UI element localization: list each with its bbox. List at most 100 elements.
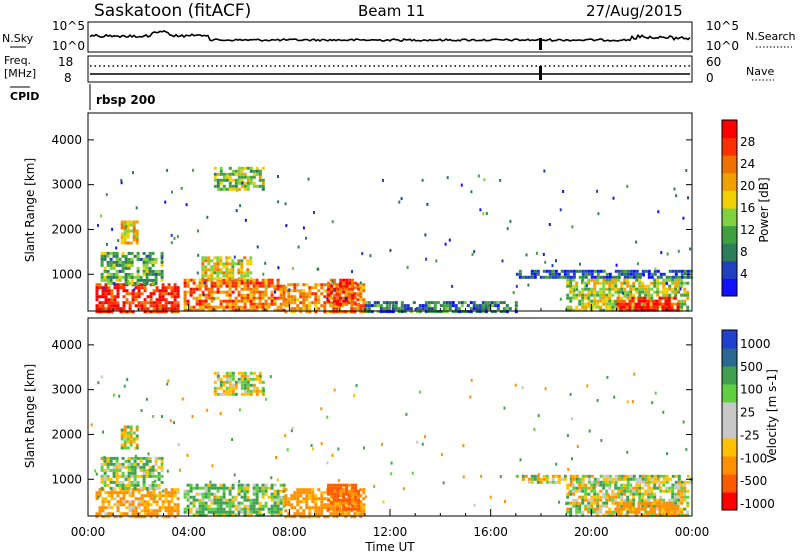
range-gate-cell <box>238 480 241 483</box>
range-gate-cell <box>596 501 600 505</box>
range-gate-cell <box>135 206 138 210</box>
range-gate-cell <box>154 486 158 490</box>
range-gate-cell <box>373 304 377 308</box>
range-gate-cell <box>317 289 321 293</box>
range-gate-cell <box>578 489 582 493</box>
range-gate-cell <box>136 251 140 255</box>
range-gate-cell <box>161 310 165 314</box>
range-gate-cell <box>264 261 267 265</box>
range-gate-cell <box>225 265 229 269</box>
range-gate-cell <box>327 284 331 288</box>
range-gate-cell <box>593 290 597 294</box>
range-gate-cell <box>655 308 659 312</box>
range-gate-cell <box>130 260 134 264</box>
range-gate-cell <box>451 310 455 314</box>
range-gate-cell <box>225 498 229 502</box>
range-gate-cell <box>139 468 143 472</box>
range-gate-cell <box>575 501 579 505</box>
range-gate-cell <box>124 281 128 285</box>
range-gate-cell <box>273 299 277 303</box>
range-gate-cell <box>661 504 665 508</box>
range-gate-cell <box>626 495 630 499</box>
range-gate-cell <box>231 392 235 396</box>
range-gate-cell <box>249 498 253 502</box>
range-gate-cell <box>569 392 572 396</box>
range-gate-cell <box>605 510 609 514</box>
range-gate-cell <box>152 494 156 498</box>
range-gate-cell <box>157 465 161 469</box>
range-gate-cell <box>536 474 540 478</box>
range-gate-cell <box>107 286 111 290</box>
range-gate-cell <box>249 299 253 303</box>
range-gate-cell <box>575 293 579 297</box>
range-gate-cell <box>607 493 610 497</box>
range-gate-cell <box>430 307 434 311</box>
range-gate-cell <box>100 251 104 255</box>
range-gate-cell <box>164 500 168 504</box>
range-gate-cell <box>123 238 127 242</box>
range-gate-cell <box>279 498 283 502</box>
x-tick-label: 04:00 <box>171 525 206 539</box>
range-gate-cell <box>632 492 636 496</box>
range-gate-cell <box>415 307 419 311</box>
range-gate-cell <box>231 495 235 499</box>
range-gate-cell <box>572 504 576 508</box>
range-gate-cell <box>133 468 137 472</box>
range-gate-cell <box>222 483 226 487</box>
colorbar-swatch <box>722 402 737 421</box>
range-gate-cell <box>228 374 232 378</box>
range-gate-cell <box>469 310 473 314</box>
range-gate-cell <box>659 495 663 499</box>
range-gate-cell <box>296 500 300 504</box>
range-gate-cell <box>314 310 318 314</box>
range-gate-cell <box>154 456 158 460</box>
range-gate-cell <box>619 305 623 309</box>
range-gate-cell <box>287 512 291 516</box>
range-gate-cell <box>151 263 155 267</box>
range-gate-cell <box>198 507 202 511</box>
range-gate-cell <box>308 512 312 516</box>
range-gate-cell <box>104 301 108 305</box>
range-gate-cell <box>311 292 315 296</box>
range-gate-cell <box>686 281 690 285</box>
range-gate-cell <box>299 292 303 296</box>
range-gate-cell <box>219 259 223 263</box>
range-gate-cell <box>127 459 131 463</box>
range-gate-cell <box>231 308 235 312</box>
colorbar-tick-label: 25 <box>740 406 755 420</box>
range-gate-cell <box>351 498 355 502</box>
station-title: Saskatoon (fitACF) <box>94 1 251 21</box>
range-gate-cell <box>270 507 274 511</box>
range-gate-cell <box>296 298 300 302</box>
range-gate-cell <box>575 474 579 478</box>
range-gate-cell <box>152 465 155 469</box>
range-gate-cell <box>342 492 346 496</box>
range-gate-cell <box>120 226 124 230</box>
range-gate-cell <box>234 181 238 185</box>
range-gate-cell <box>237 259 241 263</box>
range-gate-cell <box>531 274 534 277</box>
range-gate-cell <box>225 178 229 182</box>
colorbar-tick-label: -100 <box>740 451 767 465</box>
colorbar-tick-label: 4 <box>740 267 748 281</box>
range-gate-cell <box>276 489 280 493</box>
range-gate-cell <box>290 310 294 314</box>
range-gate-cell <box>620 272 624 276</box>
range-gate-cell <box>210 281 214 285</box>
range-gate-cell <box>100 474 104 478</box>
range-gate-cell <box>302 512 306 516</box>
range-gate-cell <box>305 494 309 498</box>
range-gate-cell <box>403 310 407 314</box>
range-gate-cell <box>126 378 129 381</box>
range-gate-cell <box>427 301 431 305</box>
range-gate-cell <box>264 308 268 312</box>
range-gate-cell <box>682 216 685 220</box>
range-gate-cell <box>273 296 277 300</box>
range-gate-cell <box>124 257 128 261</box>
range-gate-cell <box>131 292 135 296</box>
range-gate-cell <box>112 272 116 276</box>
range-gate-cell <box>240 296 244 300</box>
range-gate-cell <box>135 229 139 233</box>
range-gate-cell <box>181 397 184 401</box>
range-gate-cell <box>143 304 147 308</box>
